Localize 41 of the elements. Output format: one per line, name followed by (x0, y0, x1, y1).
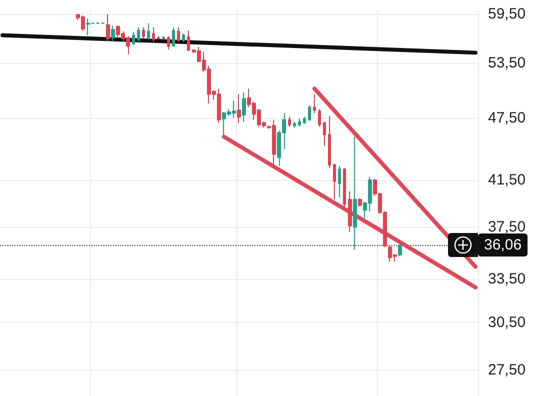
candlestick (303, 116, 306, 124)
candlestick (358, 198, 362, 207)
candlestick (142, 26, 145, 40)
candlestick (147, 22, 150, 40)
candlestick (313, 94, 316, 114)
candlestick (328, 115, 331, 169)
candlestick (298, 118, 301, 128)
candlestick (106, 13, 110, 42)
candlestick (242, 92, 246, 122)
candlestick (353, 136, 357, 250)
candlestick (177, 26, 180, 42)
candlestick (152, 26, 155, 42)
candlestick (398, 244, 402, 257)
y-tick-label: 33,50 (488, 270, 526, 288)
candlestick (293, 121, 296, 128)
candlestick (338, 165, 341, 198)
y-tick-label: 41,50 (488, 172, 526, 189)
candlestick (167, 36, 170, 50)
y-tick-label: 53,50 (488, 54, 526, 72)
candlestick (111, 25, 115, 42)
y-tick-label: 30,50 (488, 314, 526, 331)
candlestick (333, 163, 336, 200)
y-tick-label: 37,50 (488, 218, 526, 236)
y-tick-label: 59,50 (488, 5, 526, 22)
y-tick-label: 47,50 (488, 109, 526, 126)
candlestick (348, 190, 352, 232)
candlestick (237, 94, 241, 124)
candlestick (323, 121, 326, 146)
candlestick (187, 30, 190, 52)
candlestick (137, 26, 140, 41)
candlestick (157, 36, 160, 40)
candlestick (182, 33, 185, 42)
ref-line-label: 36,06 (484, 236, 522, 254)
candlestick (308, 104, 311, 122)
candlestick (162, 36, 165, 40)
candlestick (343, 168, 346, 207)
candlestick (172, 26, 175, 46)
y-tick-label: 27,50 (488, 362, 526, 379)
candlestick (318, 108, 321, 128)
candlestick (288, 116, 291, 128)
candlestick (132, 32, 135, 46)
